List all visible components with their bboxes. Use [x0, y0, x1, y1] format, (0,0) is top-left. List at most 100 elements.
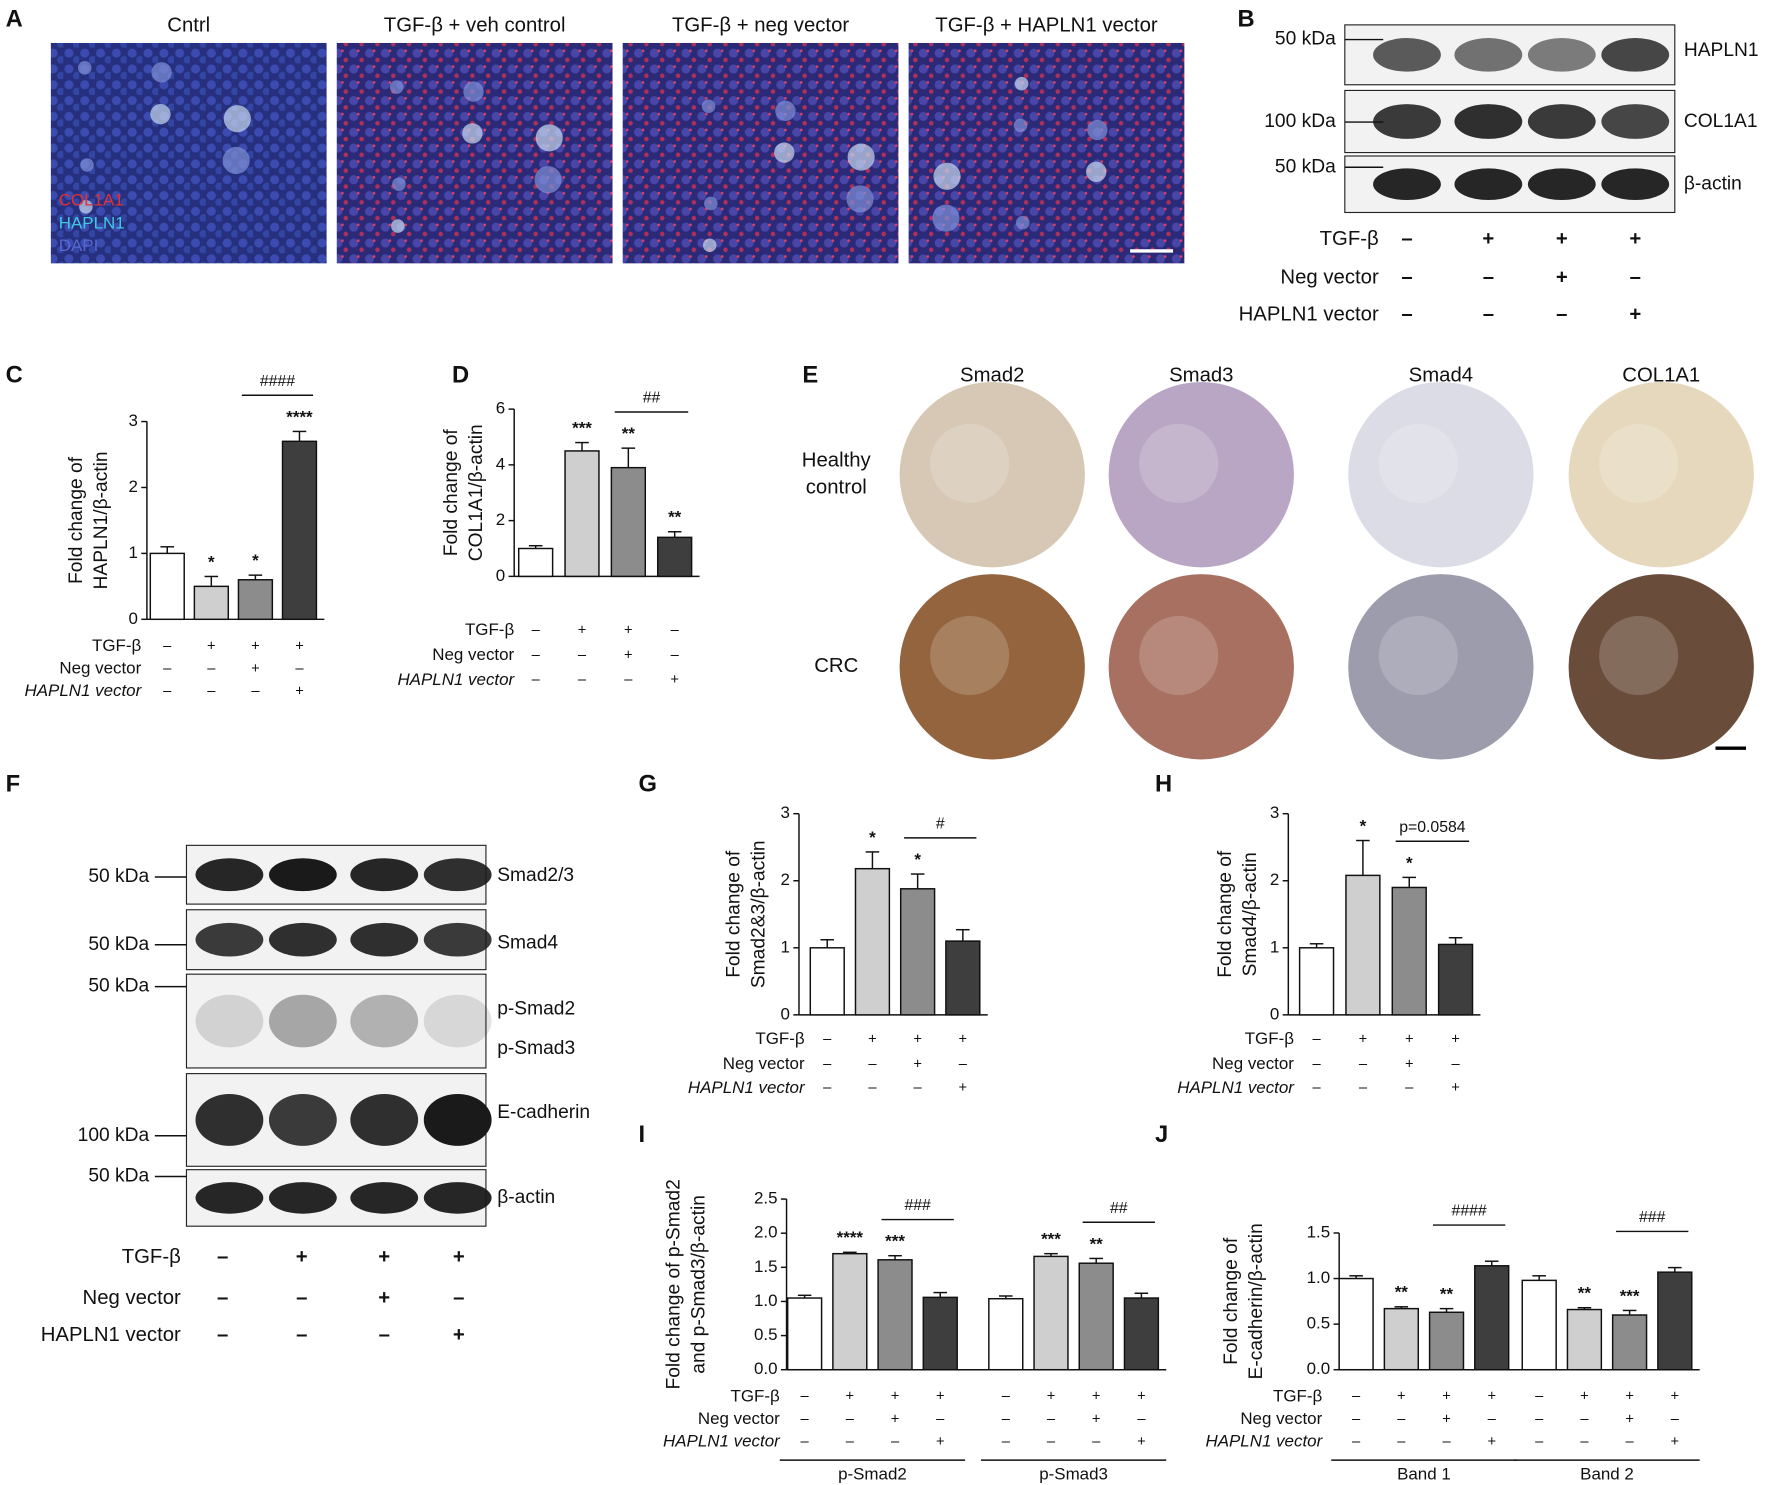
- protein-label: COL1A1: [1684, 111, 1758, 132]
- condition-label: TGF-β: [755, 1029, 805, 1048]
- condition-sign: –: [868, 1056, 877, 1072]
- panel-label: G: [639, 772, 657, 798]
- band: [268, 858, 337, 892]
- condition-label: HAPLN1 vector: [1177, 1078, 1295, 1097]
- panel-label: J: [1155, 1122, 1168, 1148]
- column-title: Smad4: [1409, 365, 1473, 387]
- cell-cluster: [389, 80, 404, 94]
- bar: [193, 585, 230, 621]
- comparison-label: p=0.0584: [1399, 819, 1466, 836]
- condition-sign: +: [1487, 1434, 1496, 1450]
- group-label: p-Smad2: [838, 1464, 907, 1483]
- condition-sign: +: [378, 1287, 390, 1309]
- condition-sign: –: [1359, 1080, 1368, 1096]
- condition-sign: –: [671, 647, 680, 663]
- bar: [149, 552, 185, 621]
- condition-sign: +: [1137, 1389, 1146, 1405]
- band: [423, 994, 492, 1048]
- row-label: CRC: [814, 655, 858, 677]
- significance: ***: [1620, 1286, 1640, 1305]
- condition-sign: +: [913, 1056, 922, 1072]
- condition-sign: –: [1352, 1411, 1361, 1427]
- condition-sign: +: [378, 1246, 390, 1268]
- mw-marker: 50 kDa: [88, 866, 149, 887]
- y-axis-label: Fold change of p-Smad2: [664, 1179, 685, 1389]
- cell-cluster: [774, 142, 795, 163]
- significance: *: [252, 551, 259, 570]
- condition-sign: +: [959, 1032, 968, 1048]
- image-title: TGF-β + neg vector: [672, 14, 849, 36]
- comparison-label: ##: [1110, 1200, 1128, 1217]
- tissue-core: [1348, 574, 1534, 760]
- tissue-core: [1108, 574, 1294, 760]
- y-tick-label: 0: [128, 609, 137, 628]
- condition-sign: –: [217, 1324, 228, 1346]
- stain-label: COL1A1: [59, 191, 124, 210]
- condition-sign: –: [801, 1389, 810, 1405]
- bar: [564, 450, 600, 578]
- mw-marker: 50 kDa: [88, 1166, 149, 1187]
- protein-label: HAPLN1: [1684, 40, 1759, 61]
- condition-sign: –: [801, 1411, 810, 1427]
- band: [1373, 168, 1441, 201]
- condition-label: HAPLN1 vector: [663, 1432, 781, 1451]
- bar: [899, 888, 936, 1016]
- tissue-texture: [1378, 615, 1458, 696]
- y-axis-label: Fold change of: [1215, 850, 1236, 978]
- cell-cluster: [463, 81, 484, 102]
- stain-label: HAPLN1: [59, 213, 125, 232]
- condition-sign: –: [379, 1324, 390, 1346]
- cell-cluster: [462, 123, 483, 144]
- tissue-core: [1348, 381, 1534, 568]
- bar: [1566, 1308, 1603, 1371]
- condition-sign: +: [1556, 266, 1568, 288]
- band: [350, 994, 419, 1048]
- y-tick-label: 1.0: [1307, 1268, 1331, 1287]
- condition-sign: –: [1002, 1411, 1011, 1427]
- band: [195, 994, 264, 1048]
- condition-sign: +: [1405, 1056, 1414, 1072]
- tissue-texture: [1599, 615, 1679, 696]
- significance: **: [1395, 1283, 1409, 1302]
- mw-marker: 50 kDa: [1275, 29, 1336, 50]
- mw-marker: 100 kDa: [1264, 111, 1336, 132]
- cell-cluster: [847, 143, 875, 171]
- bar: [1437, 943, 1474, 1016]
- condition-label: HAPLN1 vector: [1205, 1432, 1323, 1451]
- condition-sign: +: [1556, 228, 1568, 250]
- band: [1373, 104, 1441, 139]
- condition-sign: –: [891, 1434, 900, 1450]
- protein-label: E-cadherin: [497, 1102, 590, 1123]
- band: [195, 922, 264, 957]
- condition-sign: +: [295, 684, 304, 700]
- band: [1601, 104, 1670, 139]
- image-title: Cntrl: [167, 14, 210, 36]
- cell-cluster: [1087, 119, 1108, 141]
- condition-sign: –: [1312, 1056, 1321, 1072]
- condition-label: HAPLN1 vector: [397, 670, 515, 689]
- condition-sign: +: [1671, 1434, 1680, 1450]
- comparison-label: ###: [904, 1197, 931, 1214]
- cell-cluster: [222, 146, 250, 175]
- band: [423, 1182, 492, 1214]
- band: [195, 858, 264, 892]
- bar: [237, 579, 274, 621]
- y-tick-label: 0.5: [754, 1325, 778, 1344]
- y-axis-label: Smad4/β-actin: [1240, 852, 1261, 976]
- condition-sign: +: [891, 1411, 900, 1427]
- significance: ****: [286, 407, 313, 426]
- condition-sign: –: [453, 1287, 464, 1309]
- tissue-core: [1568, 381, 1754, 568]
- cell-cluster: [223, 105, 251, 133]
- condition-sign: –: [1397, 1411, 1406, 1427]
- condition-sign: +: [670, 672, 679, 688]
- band: [1601, 168, 1670, 201]
- condition-sign: –: [1401, 228, 1412, 250]
- condition-sign: –: [1312, 1080, 1321, 1096]
- cell-cluster: [846, 185, 874, 213]
- bar: [1474, 1265, 1510, 1371]
- condition-label: HAPLN1 vector: [41, 1324, 181, 1346]
- significance: **: [622, 424, 636, 443]
- group-label: p-Smad3: [1039, 1464, 1108, 1483]
- condition-sign: –: [1397, 1434, 1406, 1450]
